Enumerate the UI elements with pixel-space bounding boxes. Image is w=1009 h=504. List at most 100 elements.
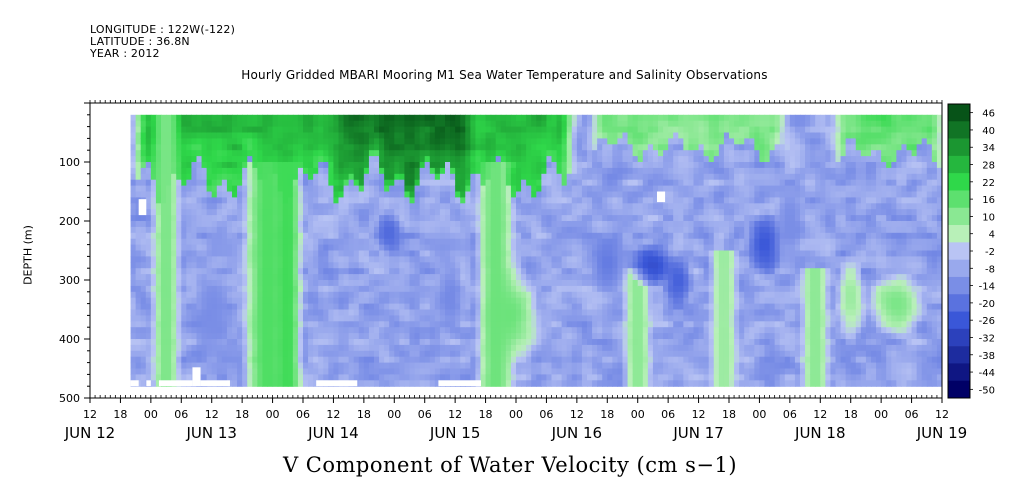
heatmap-cell	[242, 285, 248, 293]
heatmap-cell	[343, 368, 350, 375]
heatmap-cell	[592, 150, 598, 157]
heatmap-cell	[546, 291, 553, 299]
heatmap-cell	[658, 280, 664, 287]
heatmap-cell	[566, 162, 573, 169]
heatmap-cell	[358, 339, 365, 346]
heatmap-cell	[379, 126, 385, 134]
heatmap-cell	[602, 256, 608, 263]
heatmap-cell	[155, 344, 162, 352]
heatmap-cell	[130, 285, 137, 293]
heatmap-cell	[176, 362, 182, 370]
heatmap-cell	[135, 197, 142, 204]
heatmap-cell	[627, 350, 634, 358]
heatmap-cell	[328, 162, 335, 169]
heatmap-cell	[171, 327, 177, 334]
heatmap-cell	[394, 150, 400, 157]
heatmap-cell	[597, 156, 603, 163]
heatmap-cell	[328, 191, 335, 198]
heatmap-cell	[252, 221, 258, 228]
heatmap-cell	[516, 339, 522, 346]
heatmap-cell	[389, 280, 395, 287]
heatmap-cell	[358, 232, 365, 240]
heatmap-cell	[434, 215, 441, 222]
heatmap-cell	[652, 344, 659, 352]
heatmap-cell	[465, 362, 471, 370]
heatmap-cell	[490, 156, 497, 163]
heatmap-cell	[622, 120, 629, 128]
heatmap-cell	[242, 138, 248, 145]
heatmap-cell	[328, 356, 335, 364]
heatmap-cell	[571, 274, 578, 281]
heatmap-cell	[297, 350, 304, 358]
heatmap-cell	[363, 185, 370, 193]
heatmap-cell	[379, 226, 385, 234]
heatmap-cell	[277, 221, 284, 228]
heatmap-cell	[140, 250, 147, 257]
heatmap-cell	[303, 191, 309, 198]
heatmap-cell	[384, 280, 390, 287]
heatmap-cell	[561, 238, 568, 246]
heatmap-cell	[252, 368, 258, 375]
heatmap-cell	[201, 374, 208, 381]
heatmap-cell	[602, 150, 608, 157]
heatmap-cell	[602, 156, 608, 163]
heatmap-cell	[536, 238, 542, 246]
heatmap-cell	[262, 144, 269, 151]
heatmap-cell	[470, 262, 477, 269]
heatmap-cell	[647, 333, 654, 340]
heatmap-cell	[652, 162, 659, 169]
heatmap-cell	[343, 297, 350, 305]
heatmap-cell	[318, 114, 324, 122]
heatmap-cell	[500, 303, 507, 311]
heatmap-cell	[602, 333, 608, 340]
heatmap-cell	[384, 285, 390, 293]
heatmap-cell	[404, 285, 411, 293]
heatmap-cell	[455, 226, 461, 234]
heatmap-cell	[617, 126, 624, 134]
heatmap-cell	[328, 114, 335, 122]
heatmap-cell	[176, 215, 182, 222]
heatmap-cell	[673, 120, 679, 128]
heatmap-cell	[379, 114, 385, 122]
heatmap-cell	[399, 167, 406, 175]
heatmap-cell	[571, 309, 578, 316]
heatmap-cell	[597, 179, 603, 187]
heatmap-cell	[368, 150, 375, 157]
heatmap-cell	[348, 291, 355, 299]
heatmap-cell	[201, 197, 208, 204]
heatmap-cell	[571, 238, 578, 246]
heatmap-cell	[470, 156, 477, 163]
heatmap-cell	[303, 232, 309, 240]
heatmap-cell	[211, 374, 218, 381]
heatmap-cell	[632, 350, 639, 358]
heatmap-cell	[495, 120, 502, 128]
heatmap-cell	[282, 150, 289, 157]
heatmap-cell	[237, 144, 243, 151]
heatmap-cell	[394, 144, 400, 151]
heatmap-cell	[267, 126, 274, 134]
heatmap-cell	[237, 356, 243, 364]
heatmap-cell	[161, 179, 167, 187]
heatmap-cell	[161, 285, 167, 293]
heatmap-cell	[587, 368, 593, 375]
heatmap-cell	[130, 156, 137, 163]
heatmap-cell	[191, 350, 198, 358]
heatmap-cell	[470, 221, 477, 228]
heatmap-cell	[221, 321, 228, 328]
heatmap-cell	[597, 268, 603, 275]
heatmap-cell	[587, 167, 593, 175]
heatmap-cell	[566, 256, 573, 263]
heatmap-cell	[592, 191, 598, 198]
heatmap-cell	[399, 173, 406, 181]
heatmap-cell	[363, 179, 370, 187]
heatmap-cell	[429, 209, 436, 216]
heatmap-cell	[211, 344, 218, 352]
heatmap-cell	[551, 244, 558, 252]
heatmap-cell	[272, 374, 279, 381]
heatmap-cell	[652, 144, 659, 151]
heatmap-cell	[171, 256, 177, 263]
heatmap-cell	[277, 339, 284, 346]
heatmap-cell	[658, 144, 664, 151]
heatmap-cell	[292, 362, 299, 370]
heatmap-cell	[409, 344, 416, 352]
